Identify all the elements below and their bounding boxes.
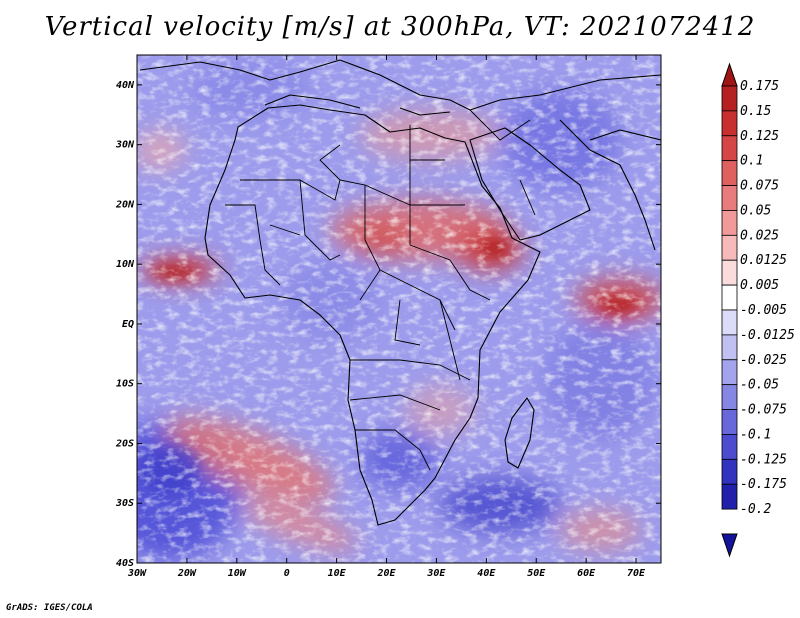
colorbar-label: 0.025 (740, 228, 779, 243)
lon-tick-label: 20E (376, 568, 396, 579)
lon-tick-label: 30W (127, 568, 147, 579)
colorbar-swatch (721, 434, 738, 460)
coastlines (139, 59, 661, 526)
colorbar-swatch (721, 359, 738, 386)
colorbar-top-arrow (721, 62, 738, 87)
colorbar-swatch (721, 284, 738, 311)
colorbar: 0.175 0.15 0.125 0.1 0.075 0.05 0.025 0.0125 0.0… (721, 62, 795, 558)
colorbar-swatch (721, 85, 738, 112)
colorbar-swatch (721, 210, 738, 236)
latitude-ticks: 40S 30S 20S 10S EQ 10N 20N 30N 40N (115, 80, 661, 569)
lon-tick-label: 0 (284, 568, 290, 579)
chart-title: Vertical velocity [m/s] at 300hPa, VT: 2… (44, 12, 756, 42)
colorbar-swatch (721, 384, 738, 410)
lat-tick-label: 20N (115, 199, 135, 210)
country-borders (225, 109, 536, 471)
colorbar-label: -0.025 (740, 353, 787, 368)
colorbar-label: -0.175 (740, 477, 787, 492)
colorbar-label: 0.005 (740, 278, 779, 293)
colorbar-swatch (721, 409, 738, 435)
colorbar-swatch (721, 259, 738, 286)
colorbar-label: -0.0125 (740, 328, 795, 343)
colorbar-label: 0.075 (740, 179, 779, 194)
colorbar-swatch (721, 160, 738, 186)
colorbar-label: 0.125 (740, 129, 779, 144)
colorbar-swatch (721, 334, 738, 361)
lon-tick-label: 60E (577, 568, 596, 579)
lat-tick-label: 30S (115, 498, 134, 509)
lat-tick-label: 10S (116, 379, 134, 390)
colorbar-swatch (721, 185, 738, 211)
lat-tick-label: 40N (116, 80, 135, 91)
colorbar-swatch (721, 110, 738, 137)
lon-tick-label: 70E (627, 568, 646, 579)
lat-tick-label: 40S (116, 558, 134, 569)
colorbar-swatch (721, 309, 738, 336)
colorbar-swatch (721, 135, 738, 162)
colorbar-label: -0.075 (740, 403, 787, 418)
longitude-ticks: 30W 20W 10W 0 10E 20E 30E 40E 50E 60E 70E (127, 55, 646, 579)
credit-text: GrADS: IGES/COLA (6, 603, 93, 613)
colorbar-swatch (721, 234, 738, 261)
colorbar-label: -0.005 (740, 303, 787, 318)
colorbar-swatch (721, 483, 738, 510)
colorbar-swatch (721, 458, 738, 485)
lon-tick-label: 50E (527, 568, 546, 579)
lon-tick-label: 10E (328, 568, 347, 579)
colorbar-label: -0.1 (740, 427, 771, 442)
lon-tick-label: 20W (177, 568, 197, 579)
colorbar-label: -0.05 (740, 378, 779, 393)
colorbar-bottom-arrow (721, 533, 738, 558)
colorbar-label: 0.0125 (740, 253, 787, 268)
colorbar-label: 0.175 (740, 79, 779, 94)
lat-tick-label: 20S (115, 438, 134, 449)
lon-tick-label: 30E (426, 568, 446, 579)
lon-tick-label: 10W (228, 568, 247, 579)
lat-tick-label: 30N (115, 140, 135, 151)
colorbar-label: -0.2 (740, 502, 771, 517)
lat-tick-label: 10N (116, 259, 135, 270)
map-frame (136, 54, 662, 564)
colorbar-label: 0.1 (740, 154, 763, 169)
colorbar-label: -0.125 (740, 452, 787, 467)
colorbar-label: 0.15 (740, 104, 771, 119)
lat-tick-label: EQ (122, 319, 134, 330)
vertical-velocity-field (137, 55, 661, 563)
colorbar-label: 0.05 (740, 203, 771, 218)
lon-tick-label: 40E (477, 568, 496, 579)
